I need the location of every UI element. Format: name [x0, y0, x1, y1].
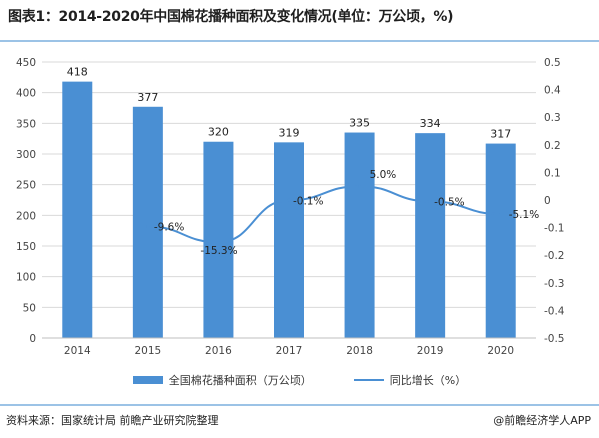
y-left-tick-label: 50	[23, 302, 36, 314]
title-divider	[0, 40, 599, 42]
axes-group: 0 50 100 150 200 250 300 350 400 450 -0.5 -0.4 -0.3 -…	[16, 57, 565, 357]
x-tick-label: 2019	[417, 345, 444, 357]
growth-point	[499, 212, 503, 216]
growth-value-label: -5.1%	[509, 209, 539, 221]
growth-value-label: -9.6%	[154, 221, 184, 233]
y-left-tick-label: 300	[16, 149, 36, 161]
growth-point	[216, 240, 220, 244]
y-left-tick-label: 100	[16, 272, 36, 284]
y-right-tick-label: 0.1	[544, 167, 561, 179]
growth-line-group	[146, 184, 503, 244]
growth-value-label: -0.5%	[434, 196, 464, 208]
growth-value-label: 5.0%	[370, 169, 397, 181]
legend-item-line: 同比增长（%）	[353, 372, 467, 388]
bar-value-label: 319	[279, 126, 300, 139]
legend-line-label: 同比增长（%）	[389, 374, 467, 387]
y-right-tick-label: 0.4	[544, 85, 561, 97]
y-right-tick-label: 0.5	[544, 57, 561, 69]
growth-value-label: -15.3%	[200, 245, 237, 257]
footer-divider	[0, 404, 599, 406]
y-left-tick-label: 0	[29, 333, 36, 345]
legend-line-swatch	[353, 379, 384, 381]
y-right-tick-label: -0.2	[544, 250, 565, 262]
growth-value-label: -0.1%	[293, 195, 323, 207]
brand-note: @前瞻经济学人APP	[493, 414, 591, 427]
legend-bar-label: 全国棉花播种面积（万公顷）	[168, 374, 312, 387]
chart-title: 图表1：2014-2020年中国棉花播种面积及变化情况(单位：万公顷，%)	[8, 9, 454, 25]
y-right-tick-label: -0.5	[544, 333, 565, 345]
bar-value-label: 418	[67, 66, 88, 79]
y-left-tick-label: 250	[16, 180, 36, 192]
y-left-tick-label: 350	[16, 118, 36, 130]
bar-value-label: 335	[349, 117, 370, 130]
x-tick-label: 2020	[487, 345, 514, 357]
y-left-tick-label: 200	[16, 210, 36, 222]
bar	[274, 142, 304, 338]
x-tick-label: 2014	[64, 345, 91, 357]
y-left-tick-label: 150	[16, 241, 36, 253]
bar	[132, 106, 163, 338]
x-tick-label: 2017	[276, 345, 303, 357]
bar	[485, 143, 516, 338]
y-right-tick-label: 0	[544, 195, 551, 207]
legend: 全国棉花播种面积（万公顷） 同比增长（%）	[0, 372, 599, 388]
y-right-tick-label: -0.3	[544, 278, 565, 290]
bar	[62, 81, 93, 339]
bar	[344, 132, 375, 338]
x-tick-label: 2018	[346, 345, 373, 357]
legend-item-bar: 全国棉花播种面积（万公顷）	[132, 372, 312, 388]
growth-point	[358, 184, 362, 188]
growth-point	[428, 199, 432, 203]
legend-bar-swatch	[132, 376, 163, 384]
y-right-tick-label: -0.4	[544, 305, 565, 317]
y-left-tick-label: 400	[16, 88, 36, 100]
y-left-tick-label: 450	[16, 57, 36, 69]
growth-line	[147, 185, 501, 244]
x-tick-label: 2015	[134, 345, 161, 357]
x-tick-label: 2016	[205, 345, 232, 357]
y-right-tick-label: 0.3	[544, 112, 561, 124]
bar	[203, 141, 234, 338]
bar	[415, 133, 446, 338]
labels-group: 418 377 320 319 335 334 317 -9.6% -15.3% -0.1% 5.0…	[67, 66, 539, 258]
bar-value-label: 334	[420, 117, 441, 130]
bar-value-label: 377	[137, 91, 158, 104]
growth-point	[146, 224, 150, 228]
source-note: 资料来源：国家统计局 前瞻产业研究院整理	[6, 414, 219, 427]
bar-value-label: 317	[490, 128, 511, 141]
y-right-tick-label: 0.2	[544, 140, 561, 152]
bar-value-label: 320	[208, 126, 229, 139]
bars-group	[62, 81, 516, 339]
growth-point	[287, 198, 291, 202]
y-right-tick-label: -0.1	[544, 223, 565, 235]
